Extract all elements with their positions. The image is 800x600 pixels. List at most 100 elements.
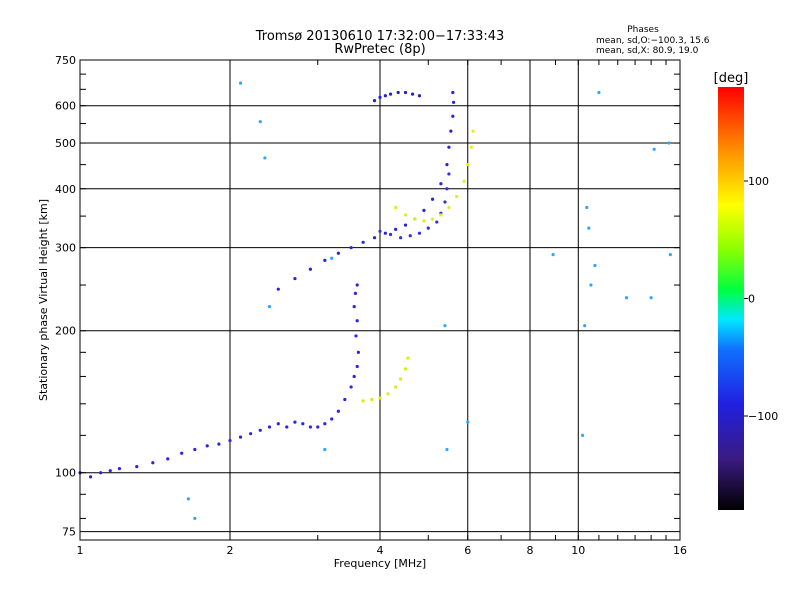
phases-o-stats: mean, sd,O:−100.3, 15.6 xyxy=(596,36,710,46)
data-point xyxy=(383,231,387,235)
data-point xyxy=(336,409,340,413)
data-point xyxy=(443,200,447,204)
data-point xyxy=(422,208,426,212)
data-point xyxy=(370,397,374,402)
data-point xyxy=(361,240,365,244)
data-point xyxy=(451,114,455,118)
data-point xyxy=(624,296,629,300)
data-series xyxy=(186,81,672,521)
data-point xyxy=(276,422,280,426)
y-tick-label: 750 xyxy=(55,54,76,67)
data-point xyxy=(668,253,672,257)
data-point xyxy=(445,187,449,191)
colorbar-label: [deg] xyxy=(714,71,749,86)
x-tick-label: 1 xyxy=(77,544,84,557)
colorbar xyxy=(718,87,744,510)
data-point xyxy=(417,231,422,235)
data-point xyxy=(193,516,197,521)
x-tick-label: 6 xyxy=(464,544,471,557)
data-point xyxy=(330,256,334,260)
data-point xyxy=(352,305,356,309)
data-point xyxy=(587,226,591,230)
data-series xyxy=(378,172,451,240)
data-point xyxy=(193,447,197,452)
data-point xyxy=(238,81,243,85)
data-point xyxy=(356,350,360,354)
data-point xyxy=(449,129,453,133)
data-point xyxy=(408,234,412,238)
data-point xyxy=(597,90,601,95)
data-point xyxy=(217,442,221,446)
data-point xyxy=(378,95,382,99)
data-point xyxy=(451,100,456,104)
data-point xyxy=(471,129,475,133)
data-point xyxy=(447,145,451,149)
y-tick-label: 300 xyxy=(55,242,76,255)
x-tick-label: 2 xyxy=(227,544,234,557)
data-point xyxy=(330,417,334,421)
data-point xyxy=(388,92,393,96)
data-point xyxy=(403,213,408,217)
phases-title: Phases xyxy=(627,25,659,35)
data-point xyxy=(372,99,377,103)
phases-x-stats: mean, sd,X: 80.9, 19.0 xyxy=(596,46,699,56)
x-tick-label: 10 xyxy=(571,544,585,557)
data-point xyxy=(166,457,170,461)
data-series xyxy=(394,129,475,223)
data-point xyxy=(355,364,359,369)
data-point xyxy=(430,217,435,221)
data-point xyxy=(445,163,449,167)
data-point xyxy=(258,120,262,124)
data-point xyxy=(323,258,327,262)
data-point xyxy=(355,283,359,287)
data-point xyxy=(352,374,356,379)
data-point xyxy=(372,236,377,240)
y-tick-label: 200 xyxy=(55,325,76,338)
data-point xyxy=(462,179,466,183)
x-tick-label: 8 xyxy=(527,544,534,557)
data-point xyxy=(469,145,473,149)
data-point xyxy=(413,217,417,221)
x-tick-label: 16 xyxy=(673,544,687,557)
data-point xyxy=(336,251,340,255)
data-point xyxy=(583,324,587,328)
data-point xyxy=(293,420,297,424)
data-point xyxy=(355,319,359,323)
data-point xyxy=(285,425,289,429)
data-point xyxy=(108,469,112,473)
data-point xyxy=(439,213,443,217)
data-point xyxy=(228,438,232,443)
data-point xyxy=(426,226,430,230)
data-point xyxy=(378,229,382,233)
data-point xyxy=(667,141,671,145)
data-point xyxy=(406,356,410,360)
y-tick-label: 500 xyxy=(55,137,76,150)
data-point xyxy=(585,205,589,210)
data-point xyxy=(343,397,347,402)
data-point xyxy=(589,283,593,287)
data-point xyxy=(466,163,470,167)
data-point xyxy=(205,444,209,448)
data-point xyxy=(439,182,443,186)
data-point xyxy=(451,90,455,95)
data-series xyxy=(78,283,360,479)
data-series xyxy=(276,90,456,291)
chart-subtitle: RwPretec (8p) xyxy=(334,42,425,57)
data-point xyxy=(135,465,139,469)
data-point xyxy=(308,425,313,429)
data-point xyxy=(323,447,327,452)
data-point xyxy=(466,420,470,424)
data-point xyxy=(276,287,280,291)
data-point xyxy=(361,399,365,403)
axis-ticks: 1 2 4 6 8 10 16 75 100 200 300 400 500 600 750 xyxy=(55,54,687,557)
data-point xyxy=(353,291,357,295)
data-series xyxy=(372,90,422,103)
data-point xyxy=(186,497,190,501)
data-point xyxy=(151,461,155,465)
data-point xyxy=(308,267,313,271)
data-point xyxy=(354,334,358,338)
data-point xyxy=(551,253,555,257)
data-point xyxy=(403,90,408,95)
grid-lines xyxy=(80,60,680,540)
